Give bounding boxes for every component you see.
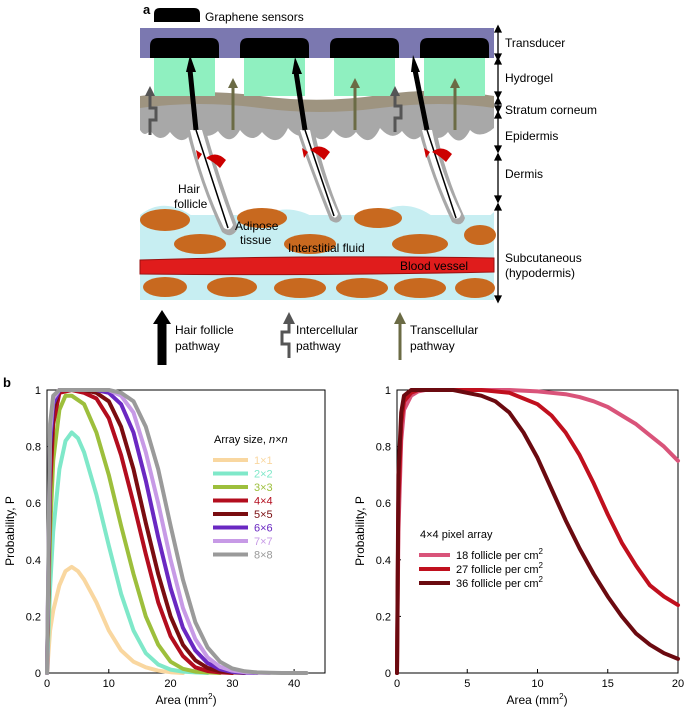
- hair-follicle-1: [186, 55, 238, 236]
- panel-a: a Graphene sensors: [139, 2, 597, 365]
- hair-pathway-label-2: pathway: [175, 339, 220, 353]
- panel-b-letter: b: [3, 375, 11, 390]
- right-legend-label: 18 follicle per cm2: [456, 547, 544, 562]
- left-xtick-label: 20: [164, 678, 176, 690]
- right-legend-title: 4×4 pixel array: [420, 529, 493, 541]
- hydrogel-pads: [154, 58, 485, 96]
- intercellular-pathway-label-1: Intercellular: [296, 323, 358, 337]
- right-xtick-label: 5: [464, 678, 470, 690]
- left-legend-label: 8×8: [254, 550, 273, 562]
- epidermis-label: Epidermis: [505, 129, 558, 143]
- blood-vessel-label: Blood vessel: [400, 259, 468, 273]
- left-ytick-label: 0.4: [26, 555, 41, 567]
- left-series-7-line: [45, 388, 309, 675]
- stratum-corneum-layer: [140, 90, 494, 112]
- hair-follicle-3: [411, 55, 465, 225]
- left-ytick-label: 0.2: [26, 611, 41, 623]
- hydrogel-label: Hydrogel: [505, 71, 553, 85]
- left-legend-label: 2×2: [254, 469, 273, 481]
- sensor-legend-label: Graphene sensors: [205, 10, 304, 24]
- right-legend-label: 36 follicle per cm2: [456, 575, 544, 590]
- hair-pathway-arrow-icon: [153, 310, 171, 324]
- transcellular-pathway-label-2: pathway: [410, 339, 455, 353]
- chart-left-ylabel: Probability, P: [3, 496, 17, 566]
- hair-follicles: [186, 55, 465, 236]
- pathway-arrows-skin: [145, 78, 460, 135]
- subcutaneous-label-2: (hypodermis): [505, 266, 575, 280]
- hair-follicle-label-2: follicle: [174, 197, 208, 211]
- sensor-legend-icon: [154, 8, 200, 22]
- right-series-1-line: [395, 388, 680, 675]
- panel-b: b 00.20.40.60.81 0 10 20 30 40 Probability, …: [3, 375, 684, 707]
- subcutaneous-label-1: Subcutaneous: [505, 251, 582, 265]
- chart-right-xlabel: Area (mm2): [506, 692, 567, 707]
- left-legend-label: 7×7: [254, 536, 273, 548]
- left-legend-label: 4×4: [254, 496, 273, 508]
- chart-right-ylabel: Probability, P: [353, 496, 367, 566]
- right-ytick-label: 0.4: [376, 555, 391, 567]
- blood-vessel: [139, 256, 495, 276]
- left-legend-label: 3×3: [254, 482, 273, 494]
- left-xtick-label: 40: [288, 678, 300, 690]
- right-xtick-label: 0: [394, 678, 400, 690]
- left-xtick-label: 30: [226, 678, 238, 690]
- right-legend-label: 27 follicle per cm2: [456, 561, 544, 576]
- adipose-label-2: tissue: [240, 233, 272, 247]
- epidermis-layer: [140, 100, 494, 141]
- right-ytick-label: 0.2: [376, 611, 391, 623]
- dermis-label: Dermis: [505, 167, 543, 181]
- left-legend-label: 6×6: [254, 523, 273, 535]
- adipose-cells: [140, 208, 496, 298]
- hair-follicle-2: [292, 57, 342, 223]
- left-xtick-label: 10: [103, 678, 115, 690]
- right-ytick-label: 0.8: [376, 442, 391, 454]
- hair-pathway-label-1: Hair follicle: [175, 323, 234, 337]
- interstitial-label: Interstitial fluid: [288, 241, 365, 255]
- left-xtick-label: 0: [44, 678, 50, 690]
- transcellular-pathway-label-1: Transcellular: [410, 323, 478, 337]
- right-xtick-label: 15: [602, 678, 614, 690]
- left-series-1-line: [45, 430, 210, 675]
- intercellular-pathway-label-2: pathway: [296, 339, 341, 353]
- right-ytick-label: 0: [385, 668, 391, 680]
- hair-follicle-label-1: Hair: [178, 182, 200, 196]
- left-ytick-label: 0.6: [26, 498, 41, 510]
- adipose-label-1: Adipose: [235, 219, 279, 233]
- right-xtick-label: 20: [672, 678, 684, 690]
- layer-brackets: [493, 24, 503, 304]
- left-ytick-label: 0: [35, 668, 41, 680]
- chart-left-ylabel-text: Probability, P: [3, 496, 17, 566]
- intercellular-pathway-arrow-icon: [280, 322, 291, 358]
- chart-left-xlabel: Area (mm2): [155, 692, 216, 707]
- right-series-2-line: [395, 388, 680, 675]
- left-legend-title: Array size, n×n: [214, 434, 288, 446]
- panel-a-letter: a: [143, 2, 151, 17]
- left-ytick-label: 0.8: [26, 442, 41, 454]
- right-ytick-label: 0.6: [376, 498, 391, 510]
- stratum-corneum-label: Stratum corneum: [505, 103, 597, 117]
- right-ytick-label: 1: [385, 385, 391, 397]
- chart-right-ylabel-text: Probability, P: [353, 496, 367, 566]
- left-legend-label: 5×5: [254, 509, 273, 521]
- chart-right: 0 0.2 0.4 0.6 0.8 1 0 5 10 15 20 Probability, P A…: [353, 385, 684, 707]
- pathway-legend: Hair follicle pathway Intercellular path…: [153, 310, 478, 365]
- left-legend-label: 1×1: [254, 455, 273, 467]
- right-xtick-label: 10: [531, 678, 543, 690]
- chart-left: 00.20.40.60.81 0 10 20 30 40 Probability, P …: [3, 385, 326, 707]
- left-series-2-line: [45, 393, 222, 675]
- left-ytick-label: 1: [35, 385, 41, 397]
- left-series-0-line: [45, 564, 185, 675]
- graphene-sensors: [150, 38, 489, 58]
- transducer-label: Transducer: [505, 36, 565, 50]
